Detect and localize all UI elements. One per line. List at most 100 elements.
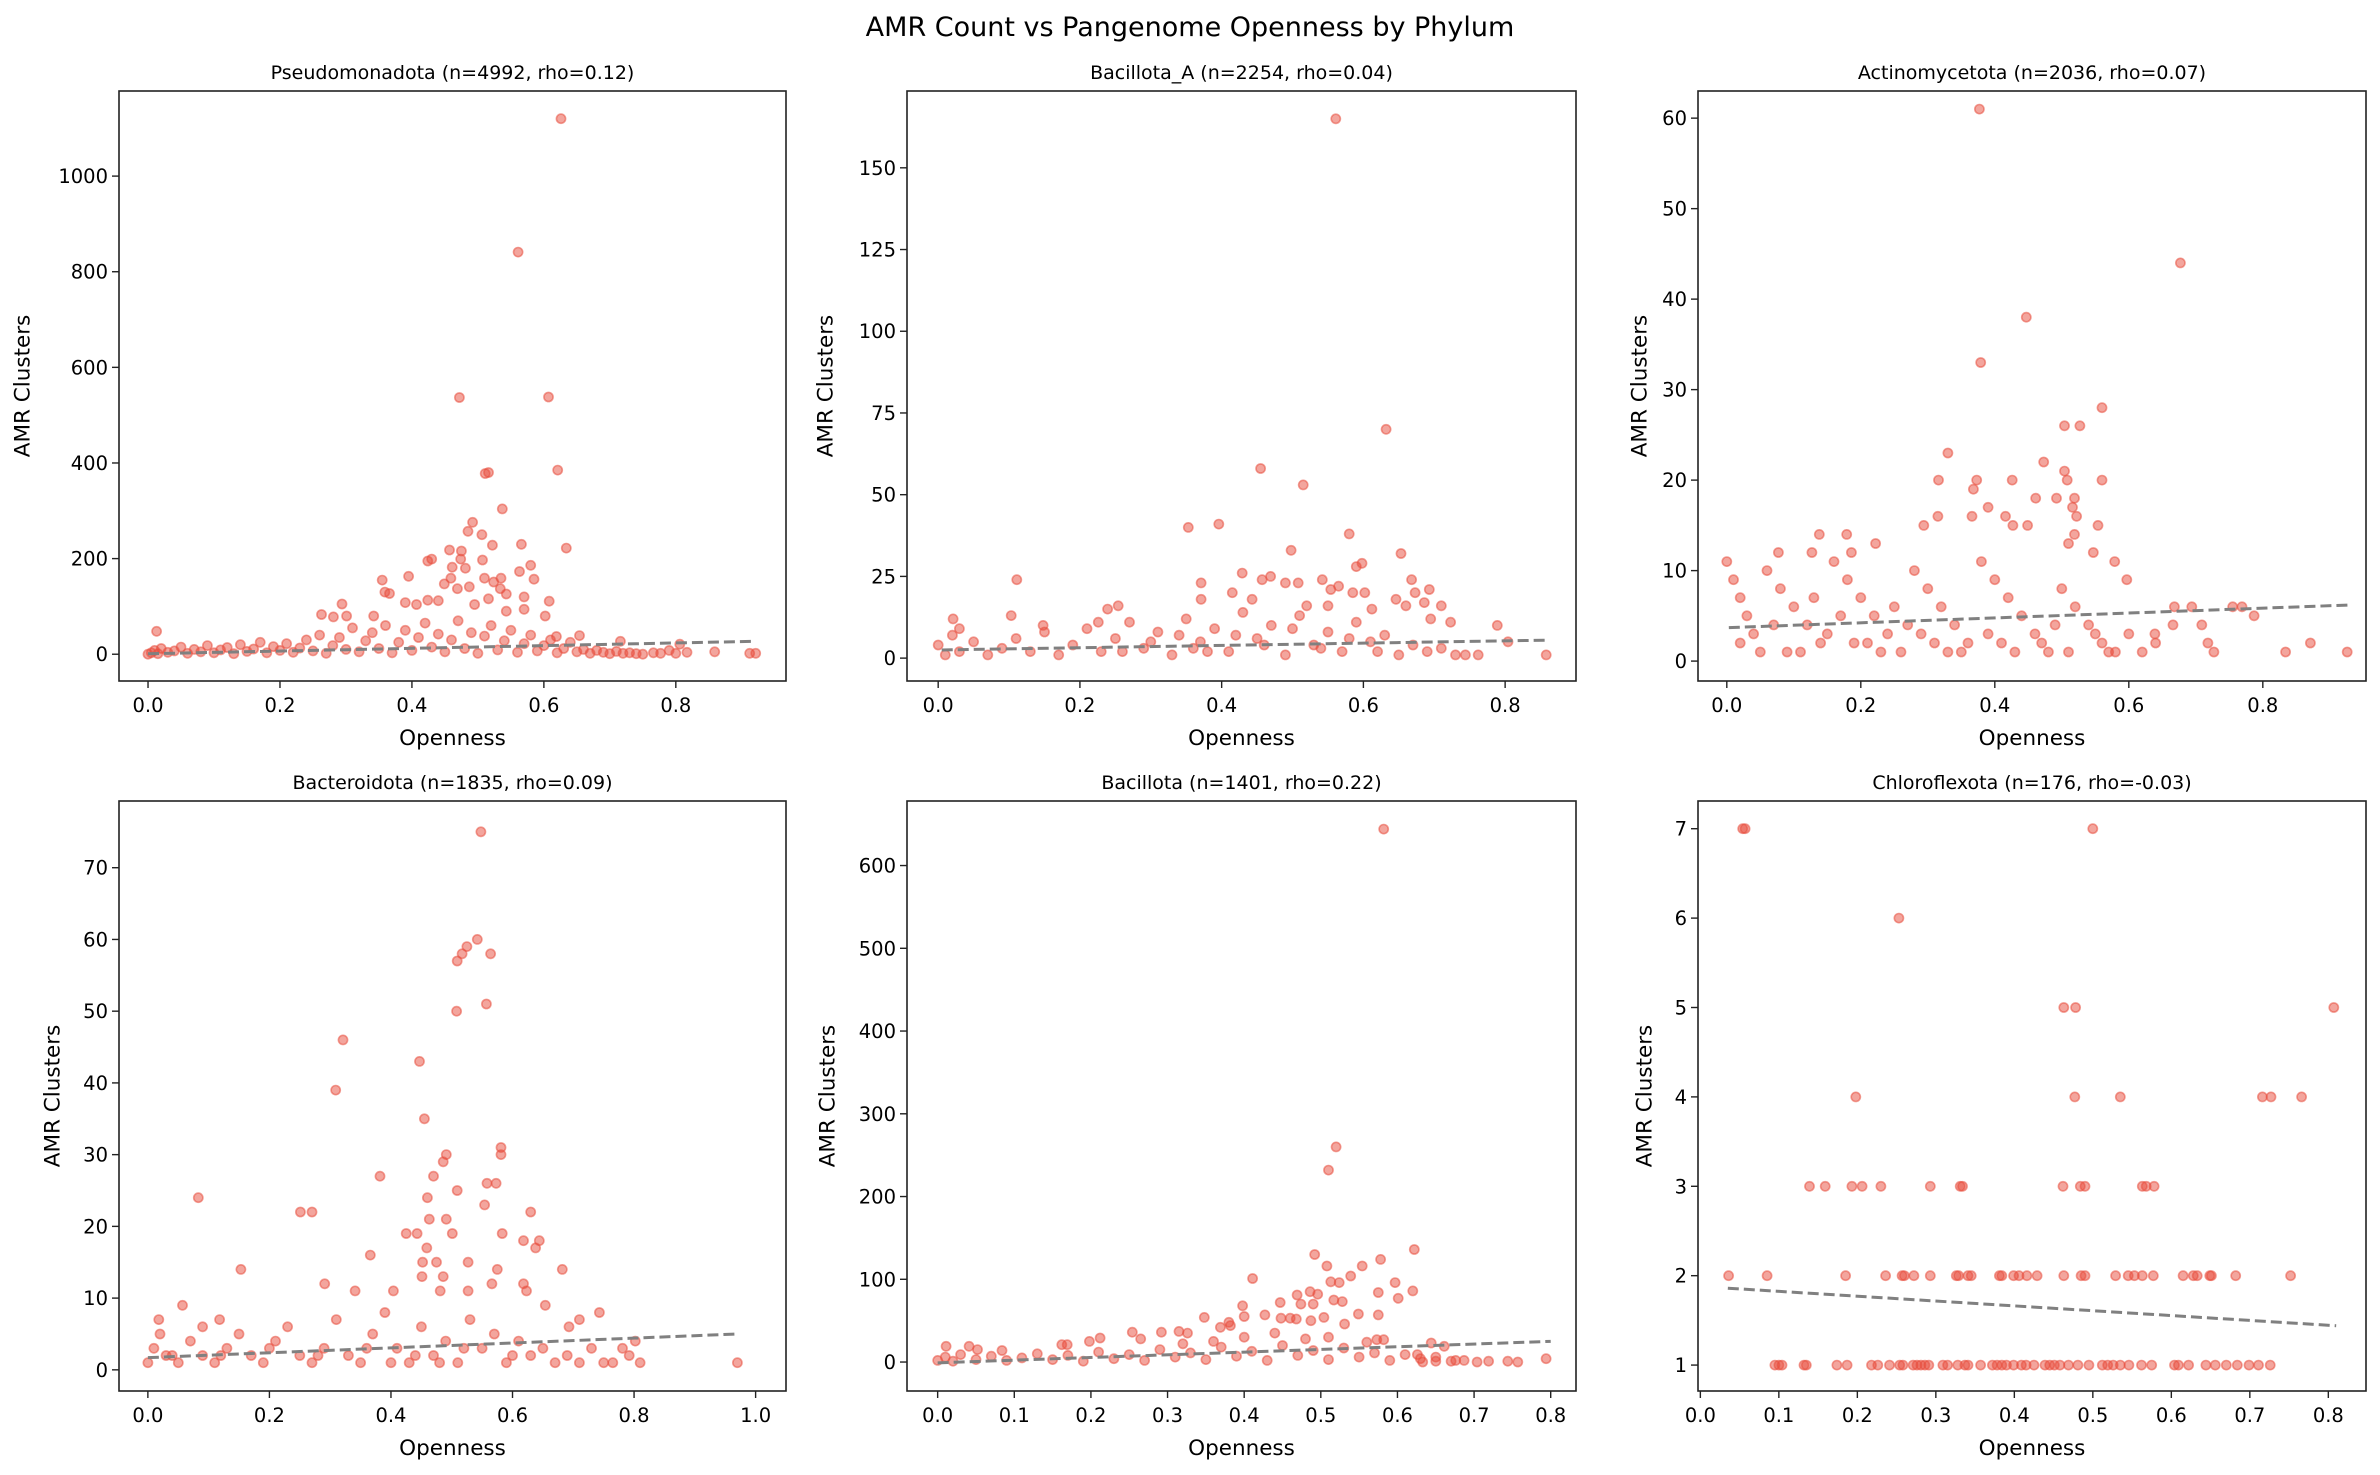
data-point <box>500 605 512 617</box>
data-point <box>462 1285 474 1297</box>
data-point <box>500 588 512 600</box>
data-point <box>462 1256 474 1268</box>
data-point <box>2205 1270 2217 1282</box>
data-point <box>480 998 492 1010</box>
data-point <box>417 1256 428 1268</box>
data-point <box>184 1335 196 1347</box>
data-point <box>1804 1180 1815 1192</box>
data-point <box>574 1314 585 1325</box>
data-point <box>549 1357 561 1369</box>
data-point <box>209 1357 221 1369</box>
data-point <box>1384 1355 1396 1366</box>
y-tick-label: 20 <box>83 1215 108 1238</box>
data-point <box>1261 1355 1273 1366</box>
y-tick-label: 150 <box>859 157 896 180</box>
data-point <box>560 542 572 554</box>
data-point <box>1884 1359 1895 1371</box>
data-point <box>2341 646 2353 658</box>
data-point <box>1237 1300 1248 1312</box>
data-point <box>947 629 958 641</box>
data-point <box>1775 583 1786 595</box>
trend-line <box>1727 1286 2337 1328</box>
data-point <box>154 1328 166 1340</box>
data-point <box>192 1192 204 1204</box>
data-point <box>1198 1312 1210 1323</box>
data-point <box>1435 600 1447 612</box>
data-point <box>464 1314 476 1325</box>
data-point <box>1965 1270 1977 1282</box>
data-point <box>1259 1309 1271 1321</box>
data-point <box>2109 556 2121 567</box>
data-point <box>2069 529 2080 540</box>
data-point <box>1882 628 1893 640</box>
data-point <box>1154 1344 1166 1355</box>
data-point <box>2042 646 2054 658</box>
data-point <box>148 1342 160 1354</box>
data-point <box>1366 603 1378 615</box>
x-tick-label: 0.0 <box>133 694 164 717</box>
data-point <box>1322 626 1334 638</box>
x-tick-label: 0.6 <box>1348 694 1379 717</box>
data-point <box>1909 565 1920 576</box>
data-point <box>428 1170 439 1182</box>
data-point <box>2069 601 2081 613</box>
data-point <box>456 948 468 960</box>
x-tick-label: 0.6 <box>497 1404 528 1427</box>
data-point <box>437 1156 449 1168</box>
subplot-title: Actinomycetota (n=2036, rho=0.07) <box>1858 62 2206 84</box>
trend-line <box>941 638 1548 652</box>
data-point <box>1389 1277 1401 1288</box>
data-point <box>555 113 567 125</box>
data-point <box>2231 1359 2243 1371</box>
data-point <box>1247 1273 1258 1284</box>
data-point <box>2059 420 2070 432</box>
axes-frame <box>1697 800 2367 1392</box>
data-point <box>1177 1338 1189 1350</box>
data-point <box>2083 1359 2095 1371</box>
data-point <box>2069 1091 2081 1103</box>
data-point <box>451 955 463 967</box>
y-tick-label: 600 <box>859 855 896 878</box>
data-point <box>426 553 438 565</box>
data-point <box>500 1357 512 1369</box>
data-point <box>2058 1002 2070 1013</box>
data-point <box>1084 1336 1095 1347</box>
data-point <box>1942 447 1954 459</box>
data-point <box>496 503 508 515</box>
data-point <box>2296 1091 2307 1103</box>
y-tick-label: 100 <box>859 1268 896 1291</box>
data-point <box>446 634 457 646</box>
data-point <box>1330 113 1342 125</box>
data-point <box>1110 633 1121 644</box>
data-point <box>1828 556 1840 567</box>
data-point <box>1815 637 1826 649</box>
data-point <box>1173 629 1185 641</box>
data-point <box>1139 1355 1150 1366</box>
data-point <box>434 1285 446 1297</box>
data-point <box>306 1357 318 1369</box>
data-point <box>1899 1270 1910 1282</box>
data-point <box>1399 1349 1411 1360</box>
data-point <box>2146 1359 2158 1371</box>
x-axis-label: Openness <box>1979 1436 2086 1461</box>
data-point <box>428 1350 439 1361</box>
data-point <box>1379 629 1391 641</box>
x-tick-label: 0.4 <box>375 1404 406 1427</box>
data-point <box>432 628 444 640</box>
data-point <box>1976 556 1987 567</box>
data-point <box>490 1177 502 1189</box>
data-point <box>2172 1359 2184 1371</box>
data-point <box>750 647 762 659</box>
data-point <box>1512 1356 1524 1368</box>
data-point <box>2009 646 2021 658</box>
data-point <box>521 1285 532 1297</box>
data-point <box>495 1149 507 1160</box>
data-point <box>393 636 405 648</box>
data-point <box>1322 600 1334 612</box>
data-point <box>1846 547 1857 558</box>
data-point <box>1795 646 1806 658</box>
subplot-2: 0.0 0.2 0.4 0.6 0.8 0 25 50 75 100 125 150 Bacillota… <box>814 62 1577 751</box>
subplot-title: Bacillota (n=1401, rho=0.22) <box>1101 772 1381 794</box>
data-point <box>1359 587 1371 599</box>
data-point <box>539 1299 551 1311</box>
